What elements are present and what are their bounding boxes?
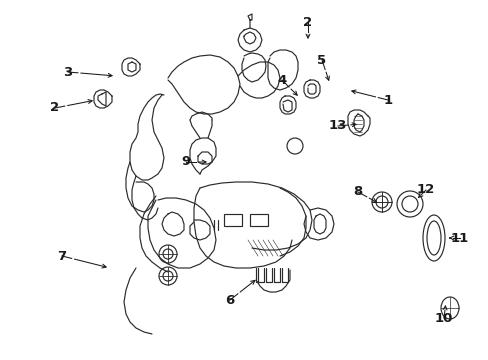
Text: 1: 1 [383, 94, 392, 107]
Text: 8: 8 [353, 185, 362, 198]
Text: 2: 2 [303, 15, 312, 28]
Text: 9: 9 [181, 156, 190, 168]
Text: 11: 11 [450, 231, 468, 244]
Text: 5: 5 [317, 54, 326, 67]
Text: 7: 7 [57, 249, 66, 262]
Text: 2: 2 [50, 102, 60, 114]
Text: 6: 6 [225, 293, 234, 306]
Bar [249, 214, 267, 226]
Text: 4: 4 [277, 73, 286, 86]
Text: 12: 12 [416, 184, 434, 197]
Text: 13: 13 [328, 120, 346, 132]
Text: 10: 10 [434, 311, 452, 324]
Bar [224, 214, 242, 226]
Text: 3: 3 [63, 66, 73, 78]
